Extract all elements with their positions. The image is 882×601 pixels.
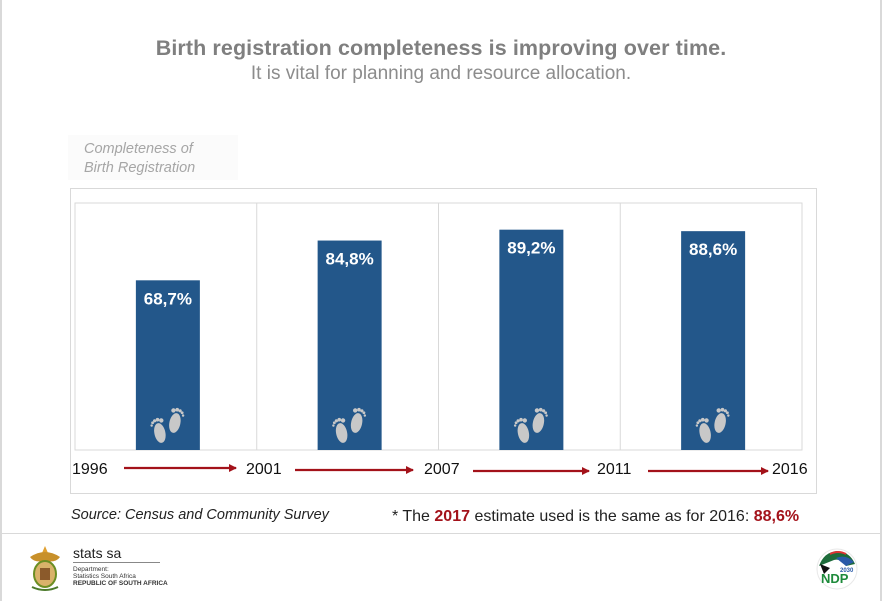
y-axis-label-text: Completeness of Birth Registration xyxy=(84,141,196,176)
stats-sa-department: Department: xyxy=(73,566,109,573)
bar-data-label: 84,8% xyxy=(326,250,374,269)
bar xyxy=(317,240,382,450)
y-axis-label: Completeness of Birth Registration xyxy=(84,140,209,178)
chart-frame xyxy=(70,188,817,494)
bar-data-label: 88,6% xyxy=(689,240,737,259)
timeline-year-label: 2011 xyxy=(597,461,632,478)
estimate-note: * The 2017 estimate used is the same as … xyxy=(392,508,799,526)
chart-subtitle: It is vital for planning and resource al… xyxy=(250,63,632,84)
footer-divider xyxy=(0,533,882,534)
page-border-right xyxy=(880,0,882,601)
note-year: 2017 xyxy=(434,508,470,525)
ndp-2030-logo: 2030 NDP xyxy=(816,548,858,590)
ndp-text: NDP xyxy=(821,571,849,586)
bar-data-label: 68,7% xyxy=(144,289,192,308)
bar xyxy=(499,229,564,450)
note-prefix: * The xyxy=(392,508,435,525)
note-value: 88,6% xyxy=(753,508,800,525)
coat-of-arms-logo xyxy=(30,546,60,591)
stats-sa-name: stats sa xyxy=(73,545,122,561)
stats-sa-republic: REPUBLIC OF SOUTH AFRICA xyxy=(73,580,168,587)
timeline-year-label: 2007 xyxy=(424,461,460,478)
ndp-year: 2030 xyxy=(840,568,854,574)
stats-sa-rule xyxy=(73,562,160,563)
bar-data-label: 89,2% xyxy=(507,239,555,258)
stats-sa-statistics: Statistics South Africa xyxy=(73,573,136,580)
bar xyxy=(135,280,200,450)
y-axis-label-background xyxy=(68,135,238,180)
page-border-left xyxy=(0,0,2,601)
timeline-year-label: 1996 xyxy=(72,461,108,478)
bar xyxy=(681,231,746,450)
timeline-year-label: 2001 xyxy=(246,461,282,478)
chart-title: Birth registration completeness is impro… xyxy=(155,36,727,60)
source-note: Source: Census and Community Survey xyxy=(71,507,329,523)
note-middle: estimate used is the same as for 2016: xyxy=(470,508,754,525)
timeline-year-label: 2016 xyxy=(772,461,808,478)
